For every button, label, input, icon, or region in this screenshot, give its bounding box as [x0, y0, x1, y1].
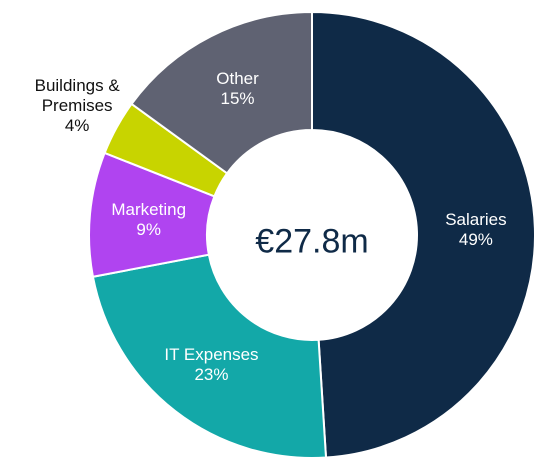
value-label: 15% [220, 88, 255, 108]
category-label: Other [216, 68, 259, 88]
value-label: 49% [458, 229, 493, 249]
category-label: IT Expenses [164, 344, 259, 364]
value-label: 4% [64, 115, 90, 135]
slice-label: IT Expenses 23% [141, 345, 281, 385]
category-label: Salaries [445, 209, 507, 229]
slice-label: Buildings & Premises 4% [22, 76, 132, 136]
center-label: €27.8m [255, 222, 369, 261]
slice [311, 10, 534, 459]
category-label: Buildings & Premises [34, 75, 120, 115]
slice-label: Salaries 49% [406, 210, 534, 250]
slice [130, 10, 313, 175]
slice-label: Other 15% [168, 69, 308, 109]
slice [91, 253, 328, 459]
value-label: 23% [194, 364, 229, 384]
value-label: 9% [136, 219, 161, 239]
slice-label: Marketing 9% [79, 200, 219, 240]
category-label: Marketing [111, 199, 187, 219]
